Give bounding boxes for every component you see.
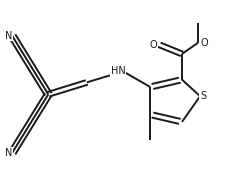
Text: N: N [5, 31, 12, 41]
Text: S: S [199, 91, 205, 101]
Text: O: O [149, 40, 156, 50]
Text: O: O [199, 38, 207, 48]
Text: N: N [5, 148, 12, 158]
Text: HN: HN [110, 66, 125, 76]
